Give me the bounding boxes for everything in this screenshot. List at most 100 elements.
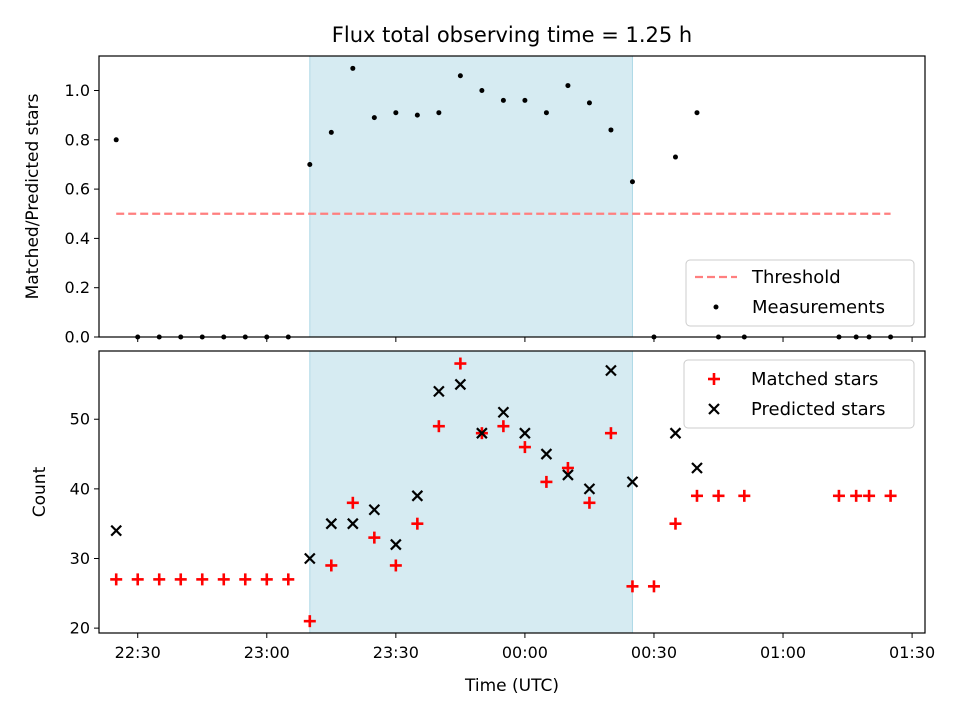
matched-star-point	[153, 573, 166, 586]
matched-star-point	[217, 573, 230, 586]
x-bar	[433, 385, 445, 398]
matched-star-point	[325, 559, 338, 572]
matched-star-point	[604, 427, 617, 440]
x-bar	[626, 476, 639, 488]
ratio-y-ticks: 0.0 0.2 0.4 0.6 0.8 1.0	[65, 81, 99, 347]
count-legend[interactable]: Matched stars Predicted stars	[683, 359, 915, 429]
measurement-point	[672, 154, 678, 160]
predicted-star-point	[304, 552, 316, 565]
count-axes-frame	[98, 350, 926, 634]
matched-star-point	[540, 475, 553, 488]
x-bar	[497, 406, 510, 419]
predicted-star-point	[454, 378, 467, 391]
legend-matched-label: Matched stars	[751, 369, 878, 390]
measurement-point	[371, 115, 377, 121]
measurement-point	[457, 73, 463, 79]
y-tick-label: 0.4	[65, 229, 90, 248]
predicted-star-point	[368, 503, 381, 516]
measurement-point	[436, 110, 442, 116]
measurement-point	[565, 83, 571, 89]
matched-star-point	[863, 489, 876, 502]
matched-star-point	[411, 517, 424, 530]
x-bar	[368, 503, 381, 516]
x-bar	[304, 552, 316, 565]
matched-star-point	[131, 573, 144, 586]
predicted-star-point	[669, 427, 682, 439]
x-bar	[669, 427, 682, 439]
matched-star-point	[346, 496, 359, 509]
observing-window-shade	[309, 55, 633, 338]
measurement-point	[307, 161, 313, 167]
predicted-star-point	[583, 483, 596, 495]
predicted-star-point	[110, 524, 122, 537]
matched-star-point	[368, 531, 381, 544]
ratio-legend[interactable]: Threshold Measurements	[685, 259, 915, 327]
measurement-point	[629, 179, 635, 185]
x-bar	[110, 524, 122, 537]
predicted-star-point	[433, 385, 445, 398]
ratio-legend-box	[685, 259, 915, 327]
predicted-star-point	[347, 517, 359, 530]
legend-predicted-label: Predicted stars	[751, 399, 885, 420]
count-panel: 20 30 40 50 22:30 23:00 23:30 00:00 00:30 01:00 0…	[30, 350, 935, 696]
matched-star-point	[583, 496, 596, 509]
matched-star-point	[518, 441, 531, 454]
x-tick-label: 23:30	[373, 643, 419, 662]
measurement-point	[393, 110, 399, 116]
matched-star-point	[669, 517, 682, 530]
x-bar	[605, 364, 617, 377]
matched-star-point	[110, 573, 123, 586]
measurement-point	[608, 127, 614, 133]
matched-star-point	[626, 580, 639, 593]
y-tick-label: 30	[70, 549, 90, 568]
predicted-star-point	[562, 469, 574, 481]
measurement-point	[500, 97, 506, 103]
x-bar	[562, 469, 574, 481]
matched-star-point	[303, 615, 316, 628]
ratio-y-axis-label: Matched/Predicted stars	[23, 93, 43, 299]
matched-star-point	[712, 489, 725, 502]
matched-star-point	[454, 357, 467, 370]
measurement-point	[328, 129, 334, 135]
x-bar	[540, 448, 553, 460]
x-tick-label: 22:30	[115, 643, 161, 662]
count-y-axis-label: Count	[30, 466, 50, 517]
x-tick-label: 00:00	[502, 643, 548, 662]
matched-star-point	[389, 559, 402, 572]
predicted-star-point	[411, 490, 424, 502]
measurement-point	[694, 110, 700, 116]
matched-star-point	[497, 420, 510, 433]
matched-star-point	[282, 573, 295, 586]
x-bar	[390, 538, 402, 551]
measurement-point	[113, 137, 119, 143]
count-y-ticks: 20 30 40 50	[70, 410, 99, 638]
predicted-star-point	[691, 462, 703, 474]
predicted-star-point	[626, 476, 639, 488]
predicted-star-point	[497, 406, 510, 419]
count-legend-box	[683, 359, 915, 429]
count-marks	[110, 357, 897, 628]
measurement-point	[543, 110, 549, 116]
y-tick-label: 0.0	[65, 328, 90, 347]
y-tick-label: 0.6	[65, 180, 90, 199]
matched-star-point	[561, 461, 574, 474]
chart-title: Flux total observing time = 1.25 h	[332, 23, 692, 47]
matched-star-point	[239, 573, 252, 586]
x-bar	[411, 490, 424, 502]
x-tick-label: 23:00	[244, 643, 290, 662]
y-tick-label: 20	[70, 619, 90, 638]
matched-star-point	[738, 489, 751, 502]
x-bar	[454, 378, 467, 391]
legend-matched-swatch	[708, 373, 720, 385]
x-bar	[325, 517, 338, 530]
matched-star-point	[884, 489, 897, 502]
x-tick-label: 01:30	[889, 643, 935, 662]
predicted-star-point	[519, 427, 531, 439]
measurement-point	[522, 97, 528, 103]
y-tick-label: 0.2	[65, 278, 90, 297]
x-bar	[347, 517, 359, 530]
predicted-star-point	[390, 538, 402, 551]
matched-star-point	[850, 489, 863, 502]
legend-threshold-label: Threshold	[751, 267, 841, 288]
